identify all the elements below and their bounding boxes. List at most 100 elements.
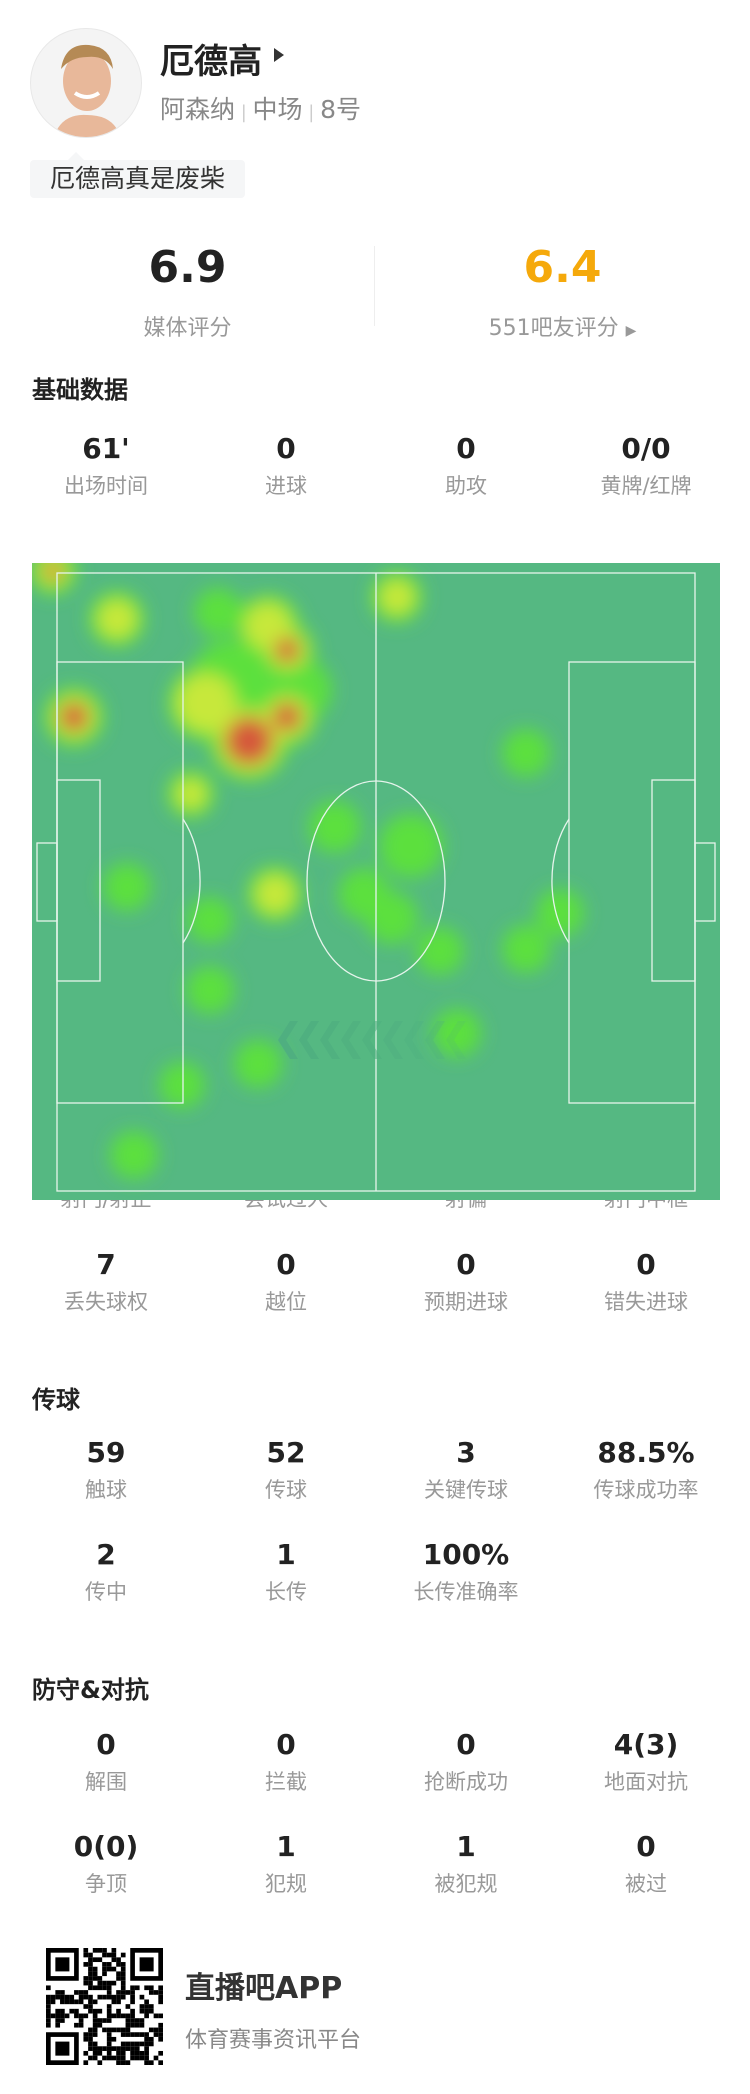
stat-cell: 0/0 黄牌/红牌 [556,432,736,500]
heatmap-pitch [32,563,720,1200]
stat-cell: 4(3) 地面对抗 [556,1728,736,1796]
heat-spot [103,863,151,911]
stat-value: 7 [96,1248,116,1281]
stat-cell: 0 抢断成功 [376,1728,556,1796]
player-meta: 阿森纳 | 中场 | 8号 [160,95,361,124]
stat-value: 100% [422,1538,510,1571]
comment-bubble: 厄德高真是废柴 [30,152,246,198]
heat-spot [275,638,299,662]
stat-row: 2 传中 1 长传 100% 长传准确率 [16,1538,736,1606]
chevron-left-icon [320,1021,340,1059]
heat-spot [225,717,273,765]
stat-label: 拦截 [265,1770,307,1794]
heat-spot [186,966,234,1014]
player-avatar[interactable] [30,28,142,138]
stat-label: 传球成功率 [593,1478,699,1502]
chevron-left-icon [362,1021,382,1059]
player-photo-icon [53,44,121,137]
heat-spot [244,602,292,650]
stat-label: 地面对抗 [604,1770,688,1794]
stat-value: 0(0) [73,1830,139,1863]
divider [374,246,375,326]
chevron-left-icon [341,1021,361,1059]
stat-label: 出场时间 [64,474,148,498]
stat-label: 争顶 [85,1872,127,1896]
heat-spot [379,579,415,615]
stat-row: 59 触球 52 传球 3 关键传球 88.5% 传球成功率 [16,1436,736,1504]
stat-cell: 0 助攻 [376,432,556,500]
stat-value: 1 [276,1538,296,1571]
stat-row: 7 丢失球权 0 越位 0 预期进球 0 错失进球 [16,1248,736,1316]
stat-label: 传中 [85,1580,127,1604]
stat-value: 88.5% [597,1436,695,1469]
stat-value: 4(3) [613,1728,679,1761]
stat-row: 0(0) 争顶 1 犯规 1 被犯规 0 被过 [16,1830,736,1898]
stat-cell: 0 越位 [196,1248,376,1316]
stat-label: 长传 [265,1580,307,1604]
qr-code[interactable] [46,1948,163,2065]
heat-spot [159,1062,205,1108]
chevron-left-icon [446,1021,466,1059]
heat-spot [536,889,584,937]
team: 阿森纳 [160,95,236,124]
chevron-left-icon [299,1021,319,1059]
stat-value: 0 [276,432,296,465]
stat-value: 0/0 [621,432,671,465]
stat-label: 丢失球权 [64,1290,148,1314]
stat-label: 助攻 [445,474,487,498]
fan-rating[interactable]: 6.4 551吧友评分 ▶ [375,242,750,342]
stat-value: 3 [456,1436,476,1469]
stat-label: 抢断成功 [424,1770,508,1794]
heat-spot [433,1009,481,1057]
stat-value: 0 [456,432,476,465]
number: 8号 [320,95,361,124]
stat-value: 0 [276,1728,296,1761]
stat-value: 1 [456,1830,476,1863]
stat-row: 0 解围 0 拦截 0 抢断成功 4(3) 地面对抗 [16,1728,736,1796]
section-title: 传球 [32,1386,80,1414]
heat-spot [366,892,418,944]
play-arrow-icon[interactable] [274,48,284,62]
heat-spot [187,897,233,943]
stat-label: 越位 [265,1290,307,1314]
stat-cell: 59 触球 [16,1436,196,1504]
stat-row: 61' 出场时间 0 进球 0 助攻 0/0 黄牌/红牌 [16,432,736,500]
stat-value: 1 [276,1830,296,1863]
stat-value: 0 [456,1728,476,1761]
section-title: 防守&对抗 [32,1676,149,1704]
stat-cell: 100% 长传准确率 [376,1538,556,1606]
heat-spot [234,1040,282,1088]
heat-spot [110,1131,158,1179]
stat-cell: 0 被过 [556,1830,736,1898]
stat-cell: 0 解围 [16,1728,196,1796]
stat-cell: 0 预期进球 [376,1248,556,1316]
stat-value: 61' [82,432,130,465]
stat-label: 关键传球 [424,1478,508,1502]
stat-value: 0 [96,1728,116,1761]
heat-spot [502,729,550,777]
stat-label: 错失进球 [604,1290,688,1314]
stat-value: 52 [266,1436,306,1469]
heat-spot [502,925,550,973]
stat-value: 0 [636,1248,656,1281]
stat-label: 被过 [625,1872,667,1896]
stat-label: 预期进球 [424,1290,508,1314]
stat-cell: 0 错失进球 [556,1248,736,1316]
heat-spot [379,814,443,878]
fan-rating-label: 551吧友评分 [488,316,619,341]
media-rating: 6.9 媒体评分 [0,242,375,342]
heat-spot [416,927,464,975]
fan-rating-value: 6.4 [523,242,602,293]
stat-cell: 3 关键传球 [376,1436,556,1504]
arrow-right-icon: ▶ [625,323,637,339]
section-title: 基础数据 [32,376,128,404]
stat-cell: 1 长传 [196,1538,376,1606]
pitch-lines [36,572,716,1192]
chevron-left-icon [404,1021,424,1059]
heat-spot [45,563,61,579]
heat-spot [97,599,137,639]
stat-label: 黄牌/红牌 [600,474,692,498]
stat-label: 解围 [85,1770,127,1794]
player-name[interactable]: 厄德高 [160,42,262,82]
stat-value: 0 [636,1830,656,1863]
